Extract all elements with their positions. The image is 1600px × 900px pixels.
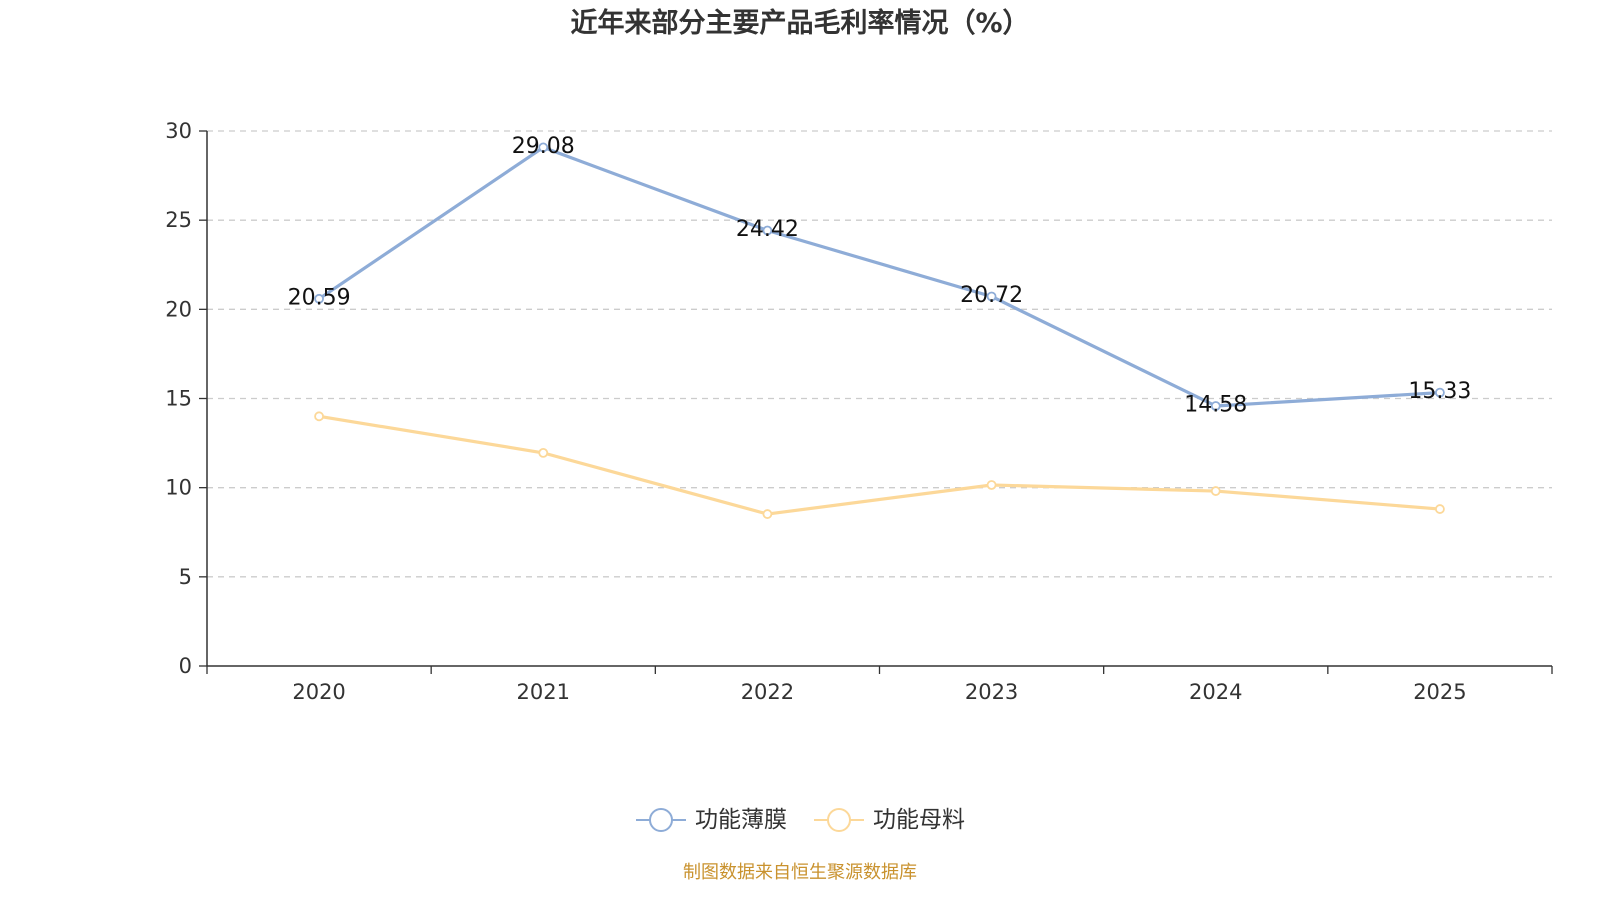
x-tick-label: 2025 — [1413, 680, 1466, 704]
series-0-point[interactable] — [314, 293, 324, 304]
legend-item-functional-film[interactable]: 功能薄膜 — [635, 802, 787, 838]
x-tick-label: 2022 — [741, 680, 794, 704]
series-1-point[interactable] — [314, 411, 324, 422]
series-0-point[interactable] — [538, 142, 549, 153]
series-0-point[interactable] — [1435, 387, 1445, 398]
x-tick-label: 2021 — [517, 680, 570, 704]
series-1-point[interactable] — [538, 447, 549, 458]
series-0-data-label: 29.08 — [512, 134, 575, 159]
y-tick-label: 10 — [165, 476, 192, 500]
legend-item-functional-masterbatch[interactable]: 功能母料 — [813, 802, 965, 838]
series-0-data-label: 24.42 — [736, 217, 799, 242]
series-1-point[interactable] — [1435, 504, 1445, 514]
grid-layer — [207, 130, 1552, 578]
y-tick-label: 0 — [179, 654, 192, 678]
series-0-point[interactable] — [986, 291, 997, 302]
series-0-point[interactable] — [1210, 401, 1221, 411]
y-tick-label: 30 — [165, 119, 192, 143]
legend-label-functional-masterbatch: 功能母料 — [873, 807, 965, 833]
series-line-0[interactable] — [317, 145, 1442, 408]
series-0-point[interactable] — [762, 225, 773, 236]
chart-title: 近年来部分主要产品毛利率情况（%） — [570, 8, 1030, 39]
x-tick-label: 2023 — [965, 680, 1018, 704]
series-line-1[interactable] — [317, 414, 1442, 516]
series-1-point[interactable] — [1210, 486, 1221, 496]
y-tick-label: 25 — [165, 208, 192, 232]
series-0-data-label: 15.33 — [1408, 379, 1471, 404]
series-1-point[interactable] — [986, 480, 997, 490]
series-0-data-label: 20.59 — [288, 285, 351, 310]
y-tick-label: 20 — [165, 297, 192, 321]
data-label-layer: 20.59 29.08 24.42 20.72 14.58 15.33 — [288, 134, 1472, 418]
x-tick-label: 2020 — [292, 680, 345, 704]
legend-marker-functional-film-icon — [636, 808, 686, 832]
series-layer — [314, 142, 1445, 519]
x-tick-label: 2024 — [1189, 680, 1242, 704]
series-0-data-label: 20.72 — [960, 283, 1023, 308]
y-tick-label: 5 — [179, 565, 192, 589]
y-tick-label: 15 — [165, 387, 192, 411]
series-0-data-label: 14.58 — [1184, 392, 1247, 417]
data-source-note: 制图数据来自恒生聚源数据库 — [683, 862, 917, 883]
legend-label-functional-film: 功能薄膜 — [695, 807, 787, 833]
legend: 功能薄膜 功能母料 — [0, 802, 1600, 838]
legend-marker-functional-masterbatch-icon — [814, 808, 864, 832]
series-1-point[interactable] — [762, 509, 773, 519]
